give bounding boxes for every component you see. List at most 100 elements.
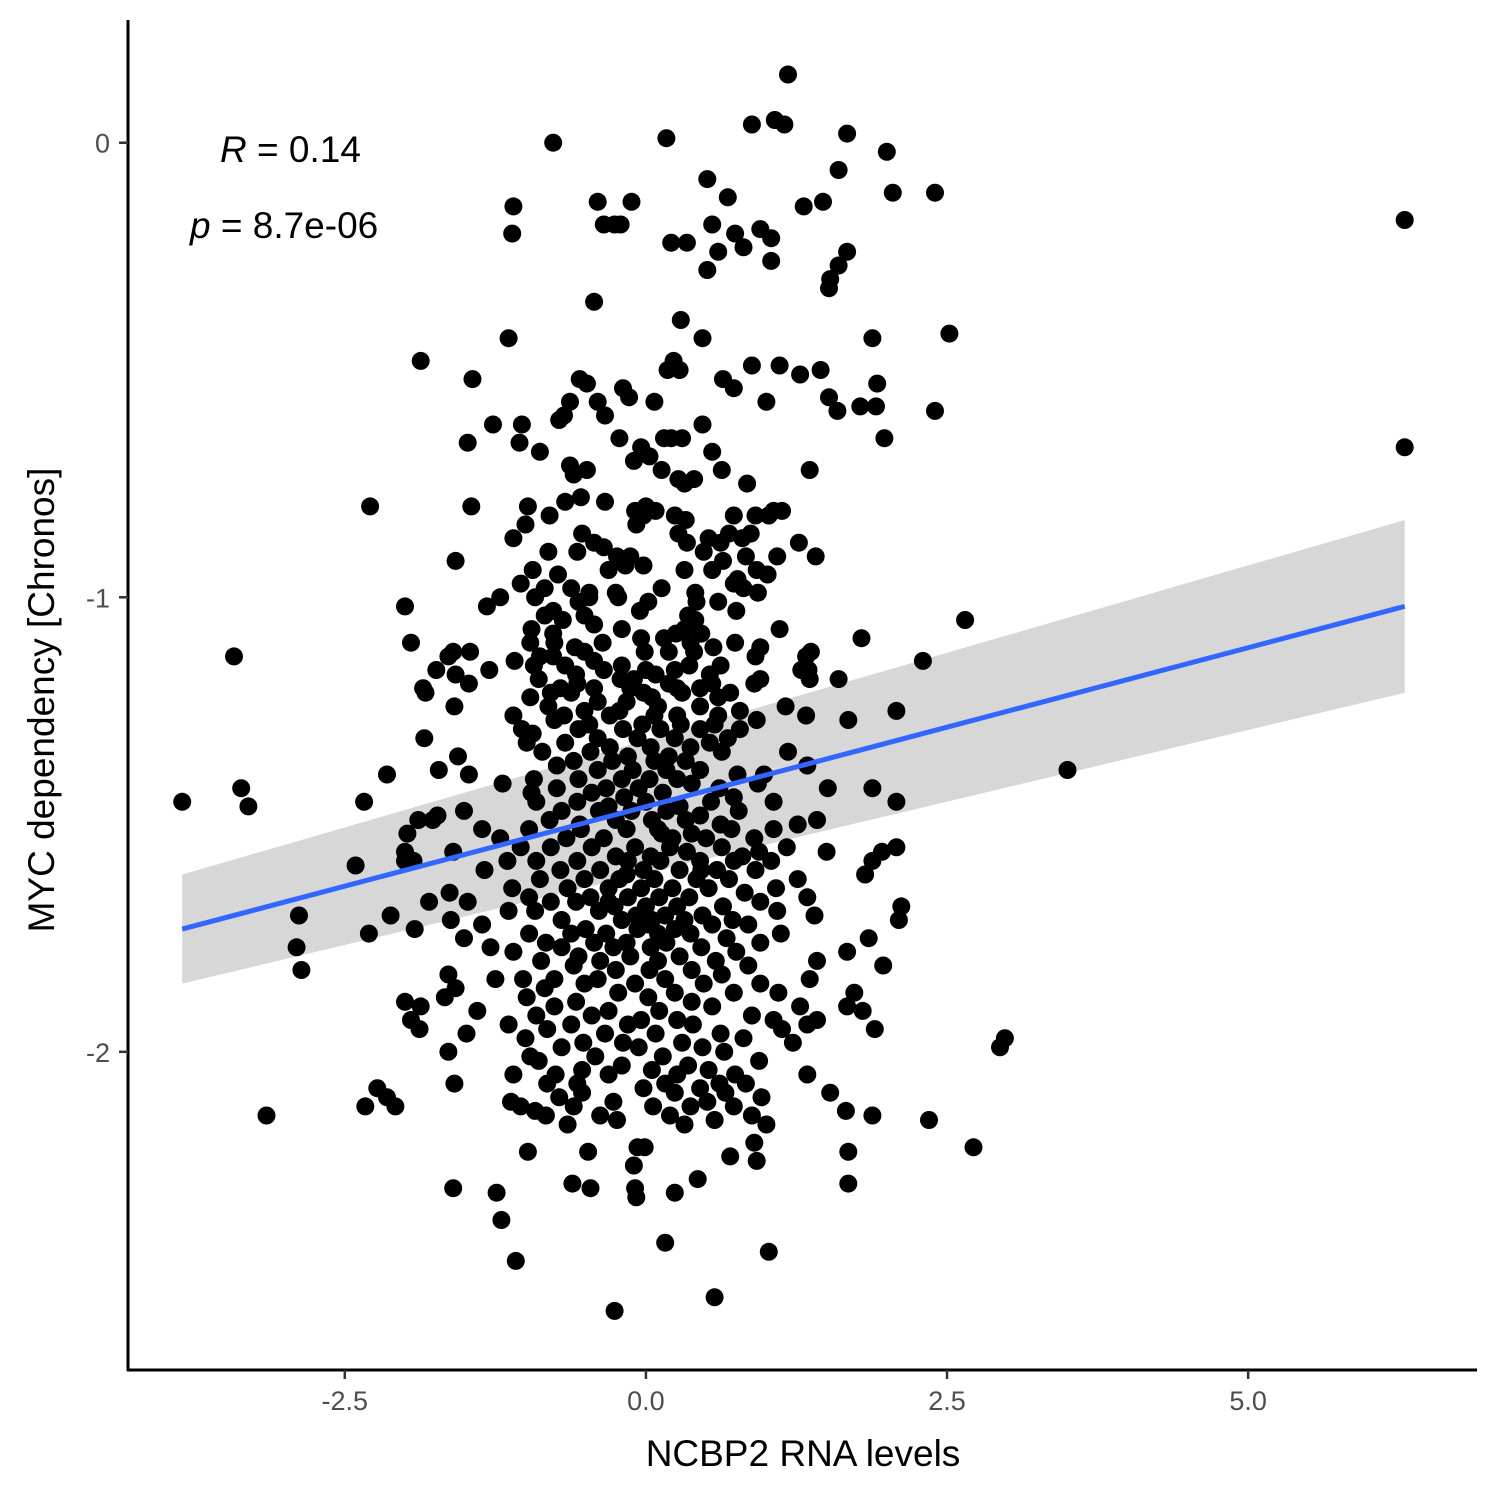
data-point — [798, 1015, 817, 1034]
x-tick-label: 0.0 — [627, 1386, 665, 1416]
data-point — [718, 729, 737, 748]
data-point — [564, 751, 583, 770]
data-point — [409, 811, 428, 829]
data-point — [808, 951, 826, 970]
data-point — [762, 251, 781, 270]
data-point — [703, 215, 722, 234]
data-point — [540, 506, 559, 525]
data-point — [776, 697, 795, 716]
data-point — [552, 911, 571, 929]
data-point — [562, 579, 581, 598]
data-point — [722, 820, 741, 839]
data-point — [821, 1083, 840, 1102]
r-key: R — [220, 129, 247, 170]
p-key: p — [189, 205, 211, 246]
data-point — [798, 1065, 817, 1084]
data-point — [588, 392, 607, 411]
data-point — [618, 747, 637, 766]
data-point — [673, 1033, 692, 1052]
data-point — [558, 1115, 577, 1134]
data-point — [536, 933, 555, 952]
data-point — [378, 765, 396, 784]
data-point — [875, 429, 894, 448]
data-point — [734, 238, 753, 257]
data-point — [656, 1233, 675, 1252]
data-point — [588, 192, 607, 211]
data-point — [567, 992, 586, 1011]
data-point — [703, 442, 722, 461]
data-point — [551, 861, 570, 879]
data-point — [693, 329, 712, 348]
data-point — [610, 429, 629, 448]
data-point — [720, 870, 738, 889]
data-point — [612, 770, 631, 789]
data-point — [681, 924, 700, 943]
data-point — [727, 942, 746, 961]
data-point — [677, 233, 696, 252]
data-point — [571, 488, 590, 507]
data-point — [569, 770, 588, 789]
data-point — [777, 838, 796, 857]
data-point — [730, 701, 749, 720]
data-point — [887, 701, 906, 720]
data-point — [991, 1038, 1009, 1057]
data-point — [520, 924, 539, 943]
data-point — [788, 870, 807, 889]
data-point — [535, 979, 554, 998]
data-point — [520, 820, 539, 839]
data-point — [545, 997, 564, 1016]
data-point — [225, 647, 243, 666]
data-point — [856, 865, 875, 884]
data-point — [596, 1024, 614, 1043]
data-point — [683, 1015, 702, 1034]
data-point — [676, 751, 695, 770]
data-point — [634, 556, 653, 575]
data-point — [693, 415, 712, 434]
data-point — [746, 647, 765, 666]
data-point — [415, 729, 434, 748]
data-point — [779, 65, 797, 84]
data-point — [675, 620, 694, 639]
data-point — [697, 829, 716, 848]
data-point — [724, 983, 743, 1002]
data-point — [257, 1106, 276, 1125]
data-point — [859, 929, 878, 948]
data-point — [726, 224, 745, 243]
data-point — [511, 1097, 530, 1116]
data-point — [538, 1074, 557, 1093]
data-point — [533, 742, 552, 761]
data-point — [520, 888, 539, 907]
data-point — [724, 851, 743, 870]
data-point — [486, 970, 505, 989]
data-point — [964, 1138, 983, 1157]
data-point — [662, 233, 681, 252]
points-layer — [173, 65, 1414, 1320]
data-point — [550, 1088, 569, 1107]
data-point — [646, 1024, 665, 1043]
data-point — [817, 842, 836, 861]
data-point — [670, 861, 689, 879]
data-point — [232, 779, 251, 798]
x-tick-label: 5.0 — [1229, 1386, 1267, 1416]
data-point — [503, 224, 522, 243]
data-point — [716, 1083, 735, 1102]
data-point — [724, 506, 743, 525]
data-point — [459, 674, 478, 693]
data-point — [605, 1301, 624, 1320]
data-point — [852, 629, 871, 648]
data-point — [292, 961, 311, 979]
data-point — [771, 924, 790, 943]
data-point — [557, 829, 576, 848]
data-point — [573, 1061, 592, 1079]
data-point — [820, 388, 838, 407]
data-point — [585, 933, 604, 952]
y-tick-label: -1 — [86, 583, 110, 613]
data-point — [567, 892, 586, 911]
data-point — [564, 465, 583, 484]
data-point — [541, 838, 560, 857]
data-point — [650, 888, 669, 907]
data-point — [402, 633, 420, 652]
data-point — [745, 1133, 764, 1152]
data-point — [562, 1015, 581, 1034]
data-point — [463, 370, 482, 389]
